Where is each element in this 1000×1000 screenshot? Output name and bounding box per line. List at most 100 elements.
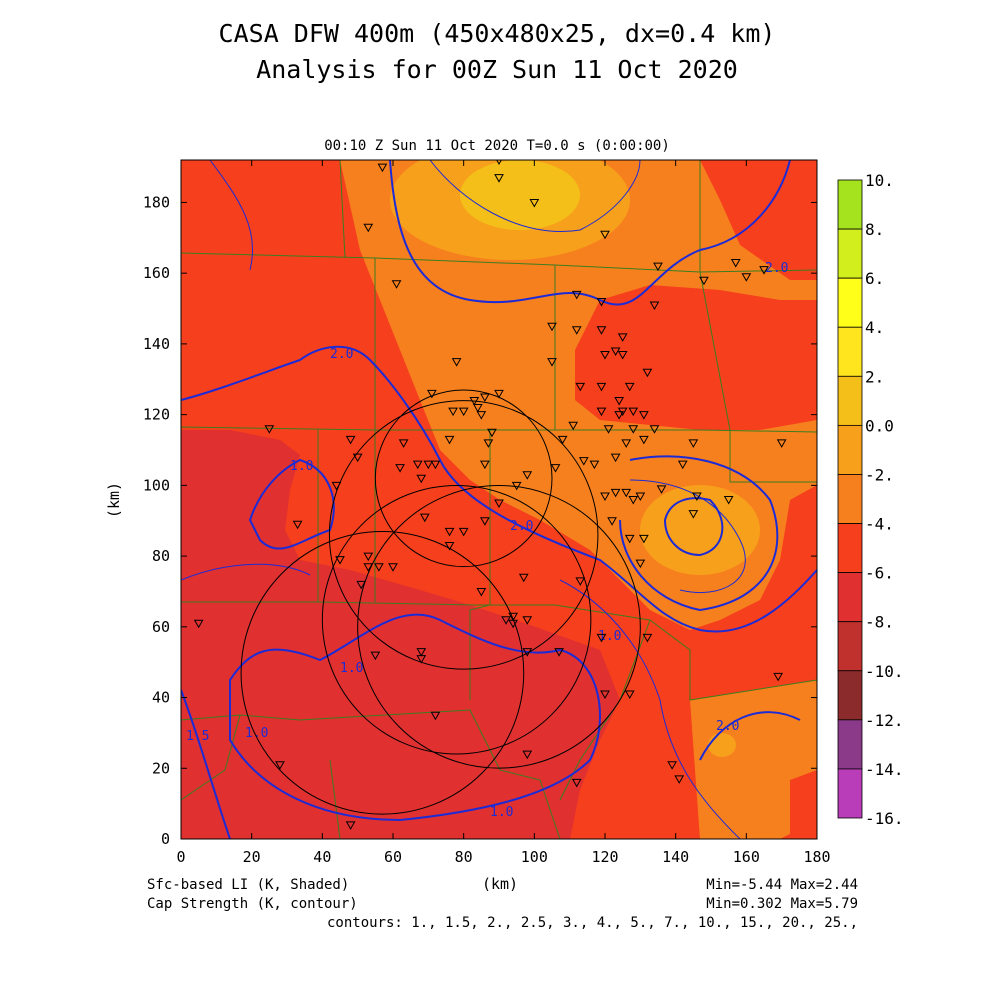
- station-marker: [292, 520, 303, 530]
- colorbar-label: -4.: [865, 515, 894, 534]
- station-marker: [624, 382, 635, 392]
- station-marker: [628, 407, 639, 417]
- station-marker: [667, 761, 677, 770]
- colorbar-label: -8.: [865, 613, 894, 632]
- station-marker: [416, 474, 427, 484]
- plot-frame: [180, 159, 818, 840]
- station-marker: [600, 351, 610, 360]
- colorbar-segment: [837, 179, 863, 230]
- radar-ring: [374, 389, 553, 568]
- station-marker: [419, 513, 430, 523]
- station-marker: [642, 368, 653, 378]
- station-marker: [624, 534, 635, 544]
- colorbar-label: 0.0: [865, 416, 894, 435]
- contour-label: 1.0: [290, 459, 313, 474]
- station-marker: [416, 648, 427, 657]
- station-marker: [522, 750, 533, 760]
- y-tick-label: 40: [152, 689, 170, 707]
- station-marker: [363, 552, 374, 562]
- y-axis-label: (km): [105, 482, 123, 518]
- station-marker: [374, 563, 384, 572]
- colorbar-label: -2.: [865, 465, 894, 484]
- contour-lines: [181, 160, 817, 839]
- station-marker: [423, 460, 434, 470]
- station-marker: [476, 411, 487, 420]
- station-marker: [596, 633, 607, 643]
- station-marker: [444, 527, 455, 537]
- station-marker: [639, 435, 649, 445]
- station-marker: [412, 460, 423, 470]
- station-marker: [614, 396, 624, 406]
- station-marker: [529, 198, 540, 208]
- station-marker: [522, 471, 533, 480]
- station-marker: [345, 821, 356, 830]
- x-axis-label: (km): [482, 875, 518, 893]
- station-marker: [635, 559, 646, 569]
- station-marker: [575, 382, 586, 392]
- shaded-minmax: Min=-5.44 Max=2.44: [706, 877, 858, 893]
- colorbar-segment: [837, 228, 863, 279]
- station-marker: [649, 425, 660, 434]
- y-tick-label: 180: [143, 193, 170, 211]
- colorbar-segment: [837, 375, 863, 426]
- station-marker: [639, 534, 649, 544]
- y-tick-label: 80: [152, 547, 170, 565]
- colorbar-segment: [837, 670, 863, 721]
- station-marker: [596, 326, 607, 335]
- station-marker: [624, 690, 635, 700]
- station-marker: [571, 326, 582, 335]
- contour-label: 1.5: [186, 729, 209, 744]
- station-marker: [653, 262, 663, 272]
- station-marker: [494, 174, 504, 183]
- contour-minmax: Min=0.302 Max=5.79: [706, 896, 858, 912]
- station-marker: [600, 690, 610, 700]
- colorbar-label: -16.: [865, 809, 904, 828]
- station-marker: [430, 460, 441, 470]
- station-marker: [642, 633, 653, 643]
- station-marker: [571, 778, 582, 788]
- y-axis: 0 20 40 60 80 100 120 140 160 180: [143, 193, 817, 848]
- station-marker: [522, 648, 533, 657]
- station-marker: [723, 496, 734, 505]
- x-tick-label: 180: [803, 848, 830, 866]
- station-marker: [352, 453, 363, 463]
- colorbar-label: 6.: [865, 269, 884, 288]
- x-tick-label: 100: [521, 848, 548, 866]
- colorbar-label: -14.: [865, 760, 904, 779]
- station-marker: [356, 580, 367, 590]
- station-marker: [607, 517, 617, 526]
- station-marker: [458, 527, 469, 537]
- station-marker: [444, 541, 455, 551]
- station-marker: [773, 672, 783, 682]
- colorbar: 10. 8. 6. 4. 2. 0.0 -2. -4. -6. -8. -10. -12. -14. -1…: [837, 171, 904, 828]
- station-marker: [617, 333, 628, 342]
- station-marker: [674, 775, 685, 784]
- plot-title: CASA DFW 400m (450x480x25, dx=0.4 km): [219, 19, 776, 48]
- y-tick-label: 100: [143, 476, 170, 494]
- station-marker: [511, 481, 522, 491]
- station-marker: [480, 460, 490, 470]
- station-marker: [610, 453, 621, 463]
- station-marker: [617, 351, 628, 360]
- station-marker: [388, 563, 398, 572]
- x-tick-label: 80: [455, 848, 473, 866]
- contour-label: 1.0: [340, 661, 363, 676]
- station-marker: [448, 407, 458, 417]
- x-tick-label: 120: [591, 848, 618, 866]
- station-marker: [614, 411, 624, 420]
- station-marker: [363, 563, 374, 572]
- contour-levels: contours: 1., 1.5, 2., 2.5, 3., 4., 5., …: [327, 915, 858, 931]
- station-marker: [596, 382, 607, 392]
- colorbar-label: 4.: [865, 318, 884, 337]
- y-tick-label: 120: [143, 406, 170, 424]
- contour-label: 1.0: [245, 726, 268, 741]
- colorbar-label: -12.: [865, 711, 904, 730]
- colorbar-label: -6.: [865, 564, 894, 583]
- station-marker: [600, 492, 610, 501]
- colorbar-segment: [837, 572, 863, 623]
- station-marker: [628, 425, 639, 434]
- contour-label: 1.0: [598, 629, 621, 644]
- station-marker: [501, 616, 511, 625]
- station-marker: [649, 301, 660, 311]
